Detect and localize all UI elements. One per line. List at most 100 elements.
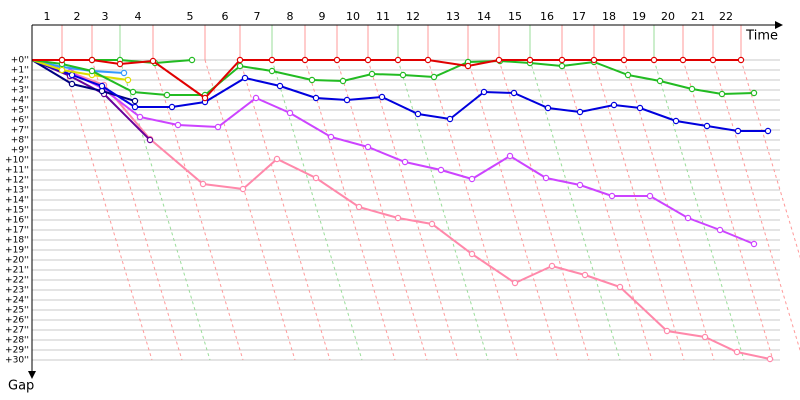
point [526, 56, 534, 64]
point [590, 56, 598, 64]
lap-guide [740, 59, 800, 259]
x-tick-label: 11 [376, 10, 390, 23]
y-tick-label: +17'' [5, 226, 29, 236]
point [646, 192, 654, 200]
point [131, 103, 139, 111]
point [364, 56, 372, 64]
point [766, 355, 774, 363]
point [273, 155, 281, 163]
lap-guide [271, 59, 363, 361]
point [737, 56, 745, 64]
x-tick-label: 15 [508, 10, 522, 23]
x-tick-label: 7 [254, 10, 261, 23]
y-tick-label: +15'' [5, 206, 29, 216]
x-tick-label: 8 [287, 10, 294, 23]
point [688, 85, 696, 93]
point [703, 122, 711, 130]
point [312, 94, 320, 102]
point [608, 192, 616, 200]
lap-guide [397, 59, 489, 361]
point [276, 82, 284, 90]
point [464, 62, 472, 70]
y-tick-label: +19'' [5, 246, 29, 256]
lap-guide [239, 59, 331, 361]
point [116, 60, 124, 68]
lap-guide [119, 59, 211, 361]
lap-guide [91, 59, 183, 361]
point [424, 56, 432, 64]
y-tick-label: +23'' [5, 286, 29, 296]
point [286, 109, 294, 117]
lap-guide [204, 59, 296, 361]
point [239, 185, 247, 193]
y-tick-label: +3'' [11, 86, 29, 96]
point [581, 271, 589, 279]
y-tick-label: +16'' [5, 216, 29, 226]
point [616, 283, 624, 291]
point [312, 174, 320, 182]
point [558, 56, 566, 64]
point [428, 220, 436, 228]
point [506, 152, 514, 160]
x-tick-label: 12 [406, 10, 420, 23]
point [468, 175, 476, 183]
point [709, 56, 717, 64]
point [58, 66, 66, 74]
point [716, 226, 724, 234]
point [510, 89, 518, 97]
y-tick-label: +20'' [5, 256, 29, 266]
lap-guide [682, 59, 774, 361]
point [236, 56, 244, 64]
point [656, 77, 664, 85]
series-line [31, 59, 125, 74]
lap-guide [152, 59, 244, 361]
y-tick-label: +4'' [11, 96, 29, 106]
point [268, 67, 276, 75]
point [308, 76, 316, 84]
point [624, 71, 632, 79]
x-tick-label: 19 [632, 10, 646, 23]
x-tick-label: 16 [540, 10, 554, 23]
y-tick-label: +9'' [11, 146, 29, 156]
lap-guide [427, 59, 519, 361]
point [252, 94, 260, 102]
point [163, 91, 171, 99]
point [131, 97, 139, 105]
x-tick-label: 17 [572, 10, 586, 23]
y-tick-label: +14'' [5, 196, 29, 206]
point [750, 240, 758, 248]
point [495, 56, 503, 64]
point [548, 262, 556, 270]
point [236, 62, 244, 70]
y-axis-label: Gap [8, 379, 34, 394]
y-tick-label: +11'' [5, 166, 29, 176]
lap-guide [304, 59, 396, 361]
y-tick-label: +6'' [11, 116, 29, 126]
point [129, 88, 137, 96]
point [401, 158, 409, 166]
point [679, 56, 687, 64]
point [68, 71, 76, 79]
point [750, 89, 758, 97]
point [149, 57, 157, 65]
point [399, 71, 407, 79]
y-tick-label: +12'' [5, 176, 29, 186]
y-tick-label: +25'' [5, 306, 29, 316]
lap-guide [498, 59, 590, 361]
series-line [31, 59, 771, 360]
point [414, 110, 422, 118]
x-tick-label: 14 [477, 10, 491, 23]
point [394, 214, 402, 222]
point [663, 327, 671, 335]
y-tick-label: +13'' [5, 186, 29, 196]
point [446, 115, 454, 123]
point [684, 214, 692, 222]
lap-guide [561, 59, 653, 361]
lap-guide [653, 59, 745, 361]
y-tick-label: +27'' [5, 326, 29, 336]
point [88, 67, 96, 75]
point [188, 56, 196, 64]
point [542, 174, 550, 182]
x-tick-label: 5 [187, 10, 194, 23]
